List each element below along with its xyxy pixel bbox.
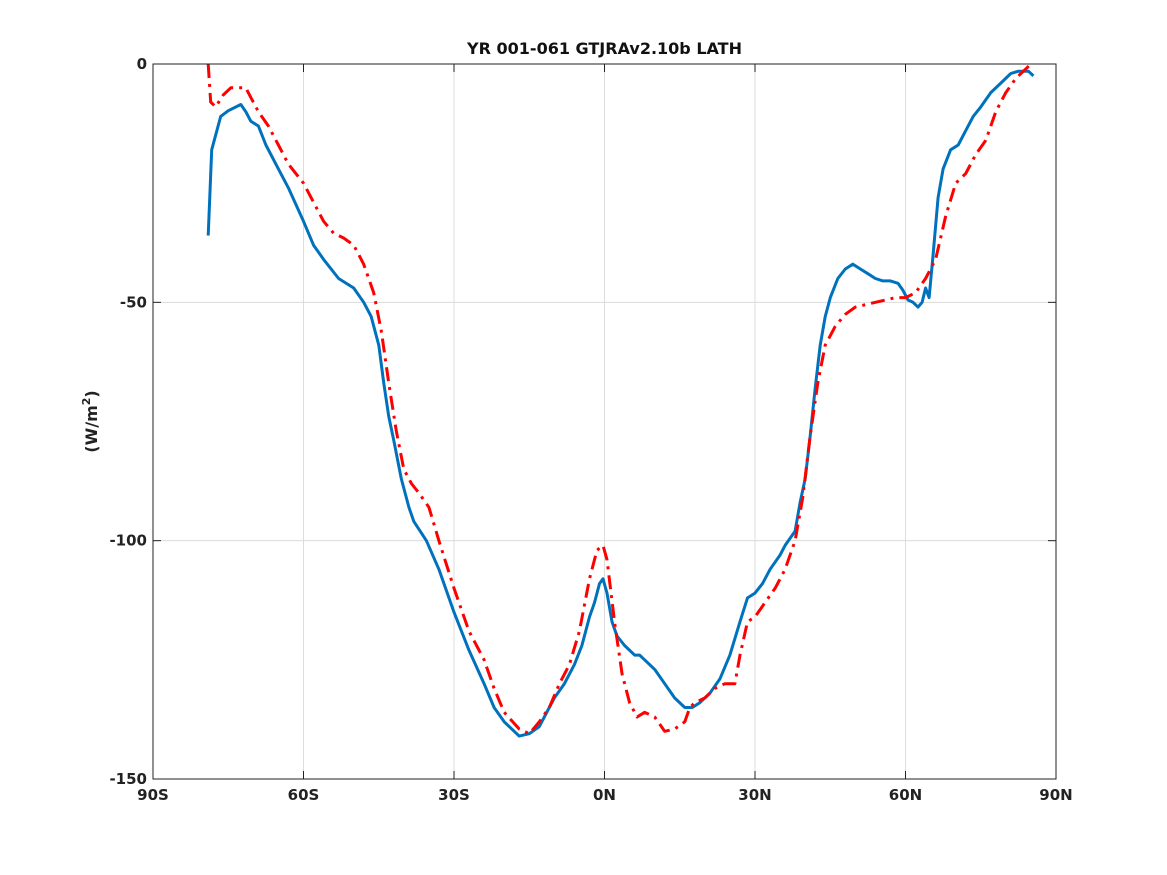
series-line-red bbox=[206, 62, 1032, 736]
y-axis-label-base: (W/m bbox=[82, 405, 101, 452]
grid-lines bbox=[153, 64, 1056, 779]
tick-layer: 90S 60S 30S 0N 30N 60N 90N 0 -50 -100 -150 bbox=[109, 55, 1072, 804]
x-tick-label: 60N bbox=[889, 786, 922, 804]
x-tick-label: 30S bbox=[438, 786, 470, 804]
y-tick-label: -50 bbox=[120, 293, 147, 311]
x-tick-label: 90N bbox=[1039, 786, 1072, 804]
y-tick-label: -100 bbox=[109, 532, 147, 550]
x-tick-label: 0N bbox=[593, 786, 616, 804]
y-axis-label: (W/m2) bbox=[80, 390, 101, 452]
x-tick-label: 90S bbox=[137, 786, 169, 804]
y-tick-label: -150 bbox=[109, 770, 147, 788]
y-axis-label-superscript: 2 bbox=[80, 398, 93, 406]
y-tick-label: 0 bbox=[137, 55, 147, 73]
series-layer bbox=[206, 62, 1035, 738]
chart-title: YR 001-061 GTJRAv2.10b LATH bbox=[466, 39, 742, 58]
series-line-blue bbox=[206, 69, 1035, 738]
y-axis-label-close: ) bbox=[82, 390, 101, 397]
x-tick-label: 60S bbox=[288, 786, 320, 804]
x-tick-label: 30N bbox=[738, 786, 771, 804]
